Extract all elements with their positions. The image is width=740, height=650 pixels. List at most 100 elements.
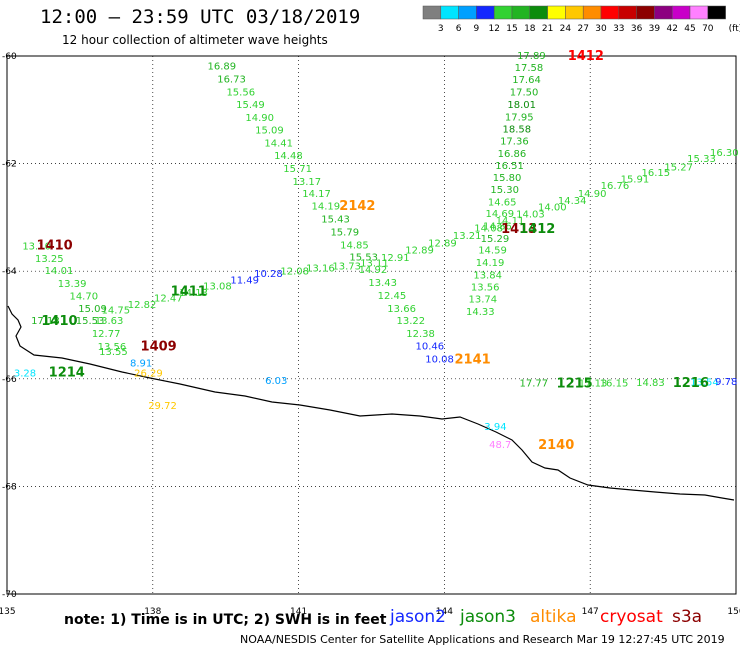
wave-height-value: 17.58	[515, 63, 544, 74]
wave-height-value: 18.58	[502, 125, 531, 136]
pass-number-label: 1216	[673, 376, 709, 391]
satellite-jason2-label: jason2	[390, 607, 446, 627]
wave-height-value: 15.91	[621, 175, 650, 186]
wave-height-value: 15.80	[493, 173, 522, 184]
wave-height-value: 14.08	[474, 224, 503, 235]
legend-tick-label: 70	[702, 24, 714, 34]
wave-height-value: 16.73	[217, 75, 246, 86]
legend-swatch	[565, 5, 584, 20]
legend-swatch	[618, 5, 637, 20]
legend-swatch	[493, 5, 513, 20]
pass-number-label: 1411	[171, 285, 207, 300]
wave-height-value: 13.11	[360, 259, 389, 270]
latitude-label: -68	[2, 482, 17, 492]
wave-height-value: 15.71	[283, 164, 312, 175]
wave-height-value: 15.09	[255, 126, 284, 137]
satellite-cryosat-label: cryosat	[600, 607, 663, 627]
wave-height-value: 48.7	[489, 440, 511, 451]
legend-tick-label: 15	[506, 24, 517, 34]
wave-height-value: 12.47	[154, 294, 183, 305]
wave-height-value: 14.59	[478, 246, 507, 257]
legend-tick-label: 42	[666, 24, 677, 34]
wave-height-value: 14.33	[466, 307, 495, 318]
wave-height-value: 11.49	[230, 275, 259, 286]
legend-swatch	[689, 5, 709, 20]
wave-height-value: 6.03	[265, 376, 287, 387]
legend-swatch	[476, 5, 495, 20]
wave-height-value: 13.17	[293, 177, 322, 188]
wave-height-value: 16.15	[641, 168, 670, 179]
antarctic-coastline	[7, 305, 735, 501]
wave-height-value: 14.34	[558, 196, 587, 207]
wave-height-value: 3.28	[14, 368, 36, 379]
longitude-label: 138	[144, 607, 161, 617]
wave-height-value: 14.90	[578, 189, 607, 200]
wave-height-value: 14.90	[245, 113, 274, 124]
wave-height-value: 16.89	[207, 62, 236, 73]
pass-number-label: 1413	[501, 222, 537, 237]
legend-tick-label: 12	[488, 24, 499, 34]
wave-height-value: 17.13	[579, 379, 608, 390]
legend-tick-label: 24	[560, 24, 572, 34]
satellite-jason3-label: jason3	[460, 607, 516, 627]
wave-height-value: 16.30	[710, 148, 739, 159]
wave-height-value: 15.33	[687, 154, 716, 165]
wave-height-value: 16.86	[498, 149, 527, 160]
wave-height-value: 14.13	[179, 288, 208, 299]
wave-height-value: 15.79	[330, 227, 359, 238]
legend-unit-label: (ft)	[729, 24, 740, 34]
wave-height-value: 12.38	[406, 329, 435, 340]
wave-height-value: 14.85	[340, 240, 369, 251]
wave-height-value: 26.29	[134, 368, 163, 379]
wave-height-value: 13.54	[690, 377, 719, 388]
wave-height-value: 13.66	[387, 304, 416, 315]
pass-number-label: 1412	[519, 222, 555, 237]
legend-tick-label: 30	[595, 24, 607, 34]
satellite-altika-label: altika	[530, 607, 577, 627]
wave-height-value: 13.74	[468, 295, 497, 306]
legend-tick-label: 39	[649, 24, 661, 34]
latitude-label: -60	[2, 52, 17, 62]
wave-height-value: 13.16	[306, 263, 335, 274]
latitude-label: -62	[2, 160, 17, 170]
legend-swatch	[529, 5, 548, 20]
wave-height-value: 17.50	[510, 88, 539, 99]
wave-height-value: 14.86	[483, 221, 512, 232]
wave-height-value: 10.08	[425, 354, 454, 365]
wave-height-value: 14.01	[45, 266, 74, 277]
legend-tick-label: 6	[456, 24, 462, 34]
longitude-label: 150	[727, 607, 740, 617]
wave-height-value: 13.25	[35, 254, 64, 265]
wave-height-value: 15.53	[349, 253, 378, 264]
wave-height-value: 15.29	[481, 234, 510, 245]
legend-swatch	[600, 5, 620, 20]
pass-number-label: 1410	[37, 238, 73, 253]
wave-height-value: 12.08	[280, 267, 309, 278]
pass-number-labels: 1412214214101413141214111410140921411214…	[37, 49, 709, 453]
wave-height-value: 14.92	[359, 265, 388, 276]
wave-height-value: 14.03	[516, 210, 545, 221]
map-title: 12:00 – 23:59 UTC 03/18/2019	[40, 6, 361, 28]
wave-height-value: 13.39	[58, 279, 87, 290]
pass-number-label: 2140	[538, 438, 574, 453]
legend-swatch	[707, 5, 726, 20]
wave-height-value: 12.77	[92, 329, 121, 340]
wave-height-value: 13.63	[95, 316, 124, 327]
legend-swatch	[511, 5, 531, 20]
legend-swatch	[582, 5, 602, 20]
wave-height-value: 14.75	[102, 305, 131, 316]
legend-tick-label: 27	[577, 24, 588, 34]
wave-height-value: 13.10	[22, 241, 51, 252]
wave-height-value: 29.72	[148, 401, 177, 412]
legend-tick-label: 45	[684, 24, 695, 34]
wave-height-value: 15.56	[226, 88, 255, 99]
map-subtitle: 12 hour collection of altimeter wave hei…	[62, 33, 328, 47]
units-note: note: 1) Time is in UTC; 2) SWH is in fe…	[64, 612, 387, 628]
wave-height-value: 18.01	[507, 100, 536, 111]
pass-number-label: 1412	[568, 49, 604, 64]
wave-height-value: 12.82	[128, 300, 157, 311]
legend-tick-label: 21	[542, 24, 553, 34]
legend-swatch	[422, 5, 442, 20]
